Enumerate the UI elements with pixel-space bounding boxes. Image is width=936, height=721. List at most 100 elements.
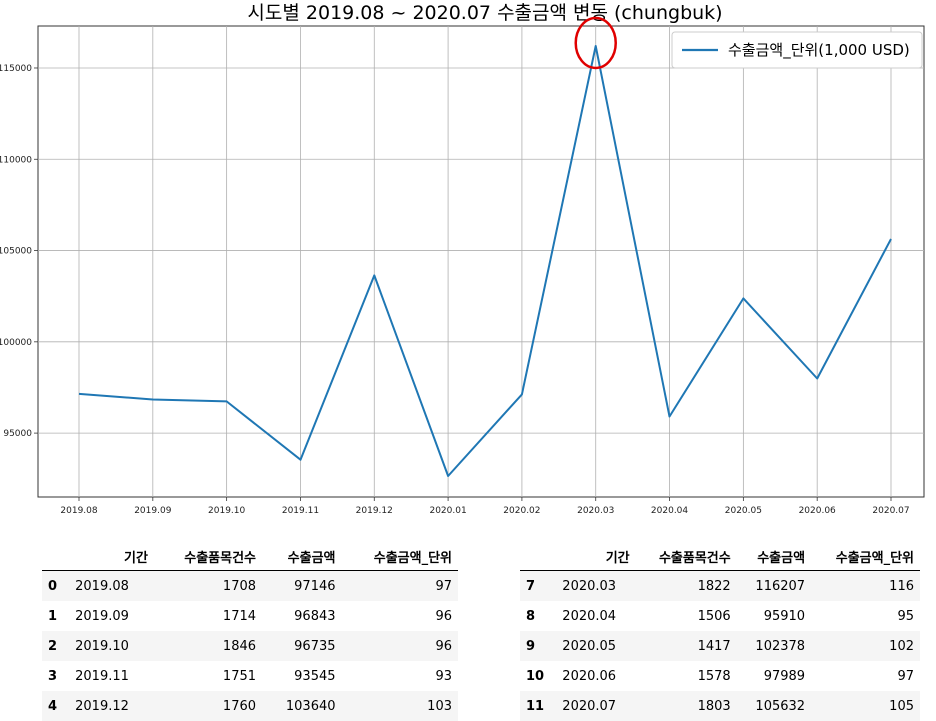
x-tick-label: 2019.12: [356, 506, 393, 516]
row-index: 1: [48, 608, 58, 624]
row-index: 8: [526, 608, 536, 624]
row-index: 7: [526, 578, 536, 594]
row-index: 0: [48, 578, 58, 594]
table-row: 1 2019.09 1714 96843 96: [42, 601, 458, 631]
x-tick-label: 2020.02: [503, 506, 540, 516]
cell-amount-unit: 93: [435, 668, 452, 684]
y-tick-label: 110000: [0, 155, 32, 165]
col-header: 수출금액: [262, 542, 342, 571]
cell-amount-unit: 102: [889, 638, 914, 654]
cell-count: 1714: [222, 608, 257, 624]
row-index: 3: [48, 668, 58, 684]
y-tick-label: 105000: [0, 247, 32, 257]
cell-amount-unit: 116: [889, 578, 914, 594]
cell-period: 2020.03: [562, 578, 617, 594]
cell-amount-unit: 96: [435, 638, 452, 654]
cell-period: 2020.06: [562, 668, 617, 684]
plot-area: [37, 25, 925, 498]
row-index: 2: [48, 638, 58, 654]
cell-amount-unit: 96: [435, 608, 452, 624]
cell-count: 1578: [697, 668, 731, 684]
cell-amount: 97989: [763, 668, 806, 684]
cell-period: 2019.08: [75, 578, 129, 594]
cell-amount: 93545: [294, 668, 336, 684]
y-tick-label: 95000: [3, 429, 32, 439]
cell-count: 1803: [697, 698, 731, 714]
y-tick-label: 115000: [0, 64, 32, 74]
cell-period: 2019.12: [75, 698, 129, 714]
index-header: [42, 542, 70, 571]
cell-amount-unit: 95: [897, 608, 914, 624]
x-tick-label: 2020.06: [799, 506, 836, 516]
cell-count: 1751: [222, 668, 257, 684]
annotation-layer: [574, 16, 617, 70]
row-index: 10: [526, 668, 545, 684]
row-index: 4: [48, 698, 58, 714]
cell-count: 1760: [222, 698, 257, 714]
x-tick-label: 2020.04: [651, 506, 688, 516]
series-line: [78, 45, 892, 477]
cell-amount: 116207: [755, 578, 806, 594]
col-header: 기간: [69, 542, 154, 571]
table-row: 2 2019.10 1846 96735 96: [42, 631, 458, 661]
cell-amount: 96843: [294, 608, 336, 624]
table-row: 7 2020.03 1822 116207 116: [520, 570, 920, 601]
highlight-circle: [574, 16, 617, 70]
index-header: [520, 542, 557, 571]
cell-amount: 103640: [285, 698, 336, 714]
legend-box: [671, 31, 923, 69]
x-tick-label: 2020.07: [872, 506, 909, 516]
cell-amount-unit: 103: [427, 698, 452, 714]
col-header: 수출품목건수: [635, 542, 737, 571]
cell-amount: 97146: [294, 578, 336, 594]
cell-amount: 96735: [294, 638, 336, 654]
col-header: 수출금액_단위: [341, 542, 458, 571]
x-tick-label: 2020.03: [577, 506, 614, 516]
cell-period: 2020.04: [562, 608, 617, 624]
cell-amount-unit: 105: [889, 698, 914, 714]
table-row: 8 2020.04 1506 95910 95: [520, 601, 920, 631]
x-tick-label: 2019.10: [208, 506, 245, 516]
col-header: 기간: [556, 542, 636, 571]
cell-amount: 95910: [763, 608, 806, 624]
cell-count: 1417: [697, 638, 731, 654]
cell-amount-unit: 97: [435, 578, 452, 594]
row-index: 9: [526, 638, 536, 654]
cell-period: 2020.07: [562, 698, 617, 714]
tick-labels: 2019.08 2019.09 2019.10 2019.11 2019.12 2020.…: [0, 64, 910, 516]
table-row: 10 2020.06 1578 97989 97: [520, 661, 920, 691]
cell-period: 2019.09: [75, 608, 129, 624]
table-row: 3 2019.11 1751 93545 93: [42, 661, 458, 691]
line-chart: 시도별 2019.08 ~ 2020.07 수출금액 변동 (chungbuk)…: [0, 2, 925, 516]
cell-count: 1846: [222, 638, 257, 654]
x-tick-label: 2019.11: [282, 506, 319, 516]
grid-lines: [38, 26, 924, 497]
data-table-right: 기간 수출품목건수 수출금액 수출금액_단위 7 2020.03 1822 11…: [520, 542, 920, 721]
x-tick-label: 2019.09: [134, 506, 171, 516]
col-header: 수출금액_단위: [811, 542, 920, 571]
col-header: 수출품목건수: [153, 542, 263, 571]
cell-amount: 102378: [755, 638, 806, 654]
cell-period: 2020.05: [562, 638, 617, 654]
x-tick-label: 2019.08: [60, 506, 97, 516]
cell-count: 1822: [697, 578, 731, 594]
table-header-row: 기간 수출품목건수 수출금액 수출금액_단위: [520, 542, 920, 571]
x-tick-label: 2020.05: [725, 506, 762, 516]
cell-period: 2019.10: [75, 638, 129, 654]
table-header-row: 기간 수출품목건수 수출금액 수출금액_단위: [42, 542, 458, 571]
cell-count: 1506: [697, 608, 731, 624]
table-row: 4 2019.12 1760 103640 103: [42, 691, 458, 721]
y-tick-label: 100000: [0, 338, 32, 348]
legend-label: 수출금액_단위(1,000 USD): [728, 41, 910, 60]
chart-title: 시도별 2019.08 ~ 2020.07 수출금액 변동 (chungbuk): [247, 2, 722, 24]
data-table-left: 기간 수출품목건수 수출금액 수출금액_단위 0 2019.08 1708 97…: [42, 542, 458, 721]
cell-count: 1708: [222, 578, 257, 594]
cell-amount-unit: 97: [897, 668, 914, 684]
series-layer: [78, 45, 892, 477]
table-row: 9 2020.05 1417 102378 102: [520, 631, 920, 661]
col-header: 수출금액: [736, 542, 812, 571]
cell-amount: 105632: [755, 698, 806, 714]
table-row: 0 2019.08 1708 97146 97: [42, 570, 458, 601]
table-row: 11 2020.07 1803 105632 105: [520, 691, 920, 721]
x-tick-label: 2020.01: [429, 506, 466, 516]
